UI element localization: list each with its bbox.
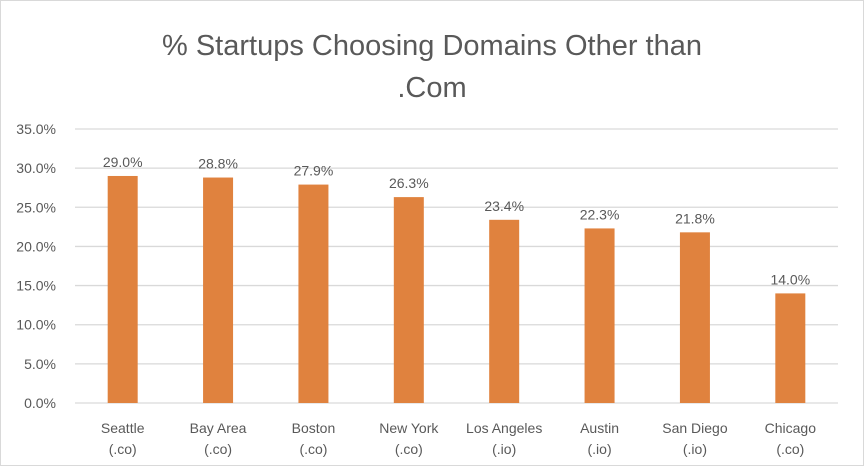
x-tick-label: (.co): [204, 441, 232, 457]
chart-title-line2: .Com: [397, 72, 467, 104]
data-label: 29.0%: [103, 154, 143, 170]
bar: [203, 177, 234, 403]
bar: [584, 228, 615, 403]
bar: [489, 219, 520, 403]
bar: [679, 232, 710, 403]
y-tick-label: 10.0%: [16, 317, 56, 333]
x-tick-label: (.co): [395, 441, 423, 457]
bar: [298, 184, 329, 403]
x-tick-label: Boston: [292, 420, 336, 436]
chart-title-line1: % Startups Choosing Domains Other than: [162, 30, 702, 62]
data-label: 21.8%: [675, 210, 715, 226]
y-tick-label: 5.0%: [24, 356, 56, 372]
x-tick-label: (.co): [299, 441, 327, 457]
data-label: 23.4%: [484, 198, 524, 214]
x-tick-label: Los Angeles: [466, 420, 542, 436]
data-label: 14.0%: [770, 271, 810, 287]
data-label: 27.9%: [294, 163, 334, 179]
y-tick-label: 35.0%: [16, 121, 56, 137]
data-label: 28.8%: [198, 156, 238, 172]
y-tick-label: 25.0%: [16, 199, 56, 215]
x-tick-label: (.io): [588, 441, 612, 457]
bar: [107, 175, 138, 403]
x-tick-label: Chicago: [765, 420, 817, 436]
bar: [393, 197, 424, 403]
data-label: 22.3%: [580, 206, 620, 222]
x-tick-label: (.io): [683, 441, 707, 457]
x-tick-label: (.io): [492, 441, 516, 457]
bar: [775, 293, 806, 403]
x-tick-label: Austin: [580, 420, 619, 436]
x-tick-label: (.co): [109, 441, 137, 457]
x-tick-label: Bay Area: [190, 420, 247, 436]
x-tick-label: New York: [379, 420, 439, 436]
data-label: 26.3%: [389, 175, 429, 191]
y-tick-label: 0.0%: [24, 395, 56, 411]
x-tick-label: (.co): [776, 441, 804, 457]
y-tick-label: 30.0%: [16, 160, 56, 176]
x-tick-label: San Diego: [662, 420, 728, 436]
y-tick-label: 15.0%: [16, 278, 56, 294]
y-tick-label: 20.0%: [16, 238, 56, 254]
x-tick-label: Seattle: [101, 420, 145, 436]
